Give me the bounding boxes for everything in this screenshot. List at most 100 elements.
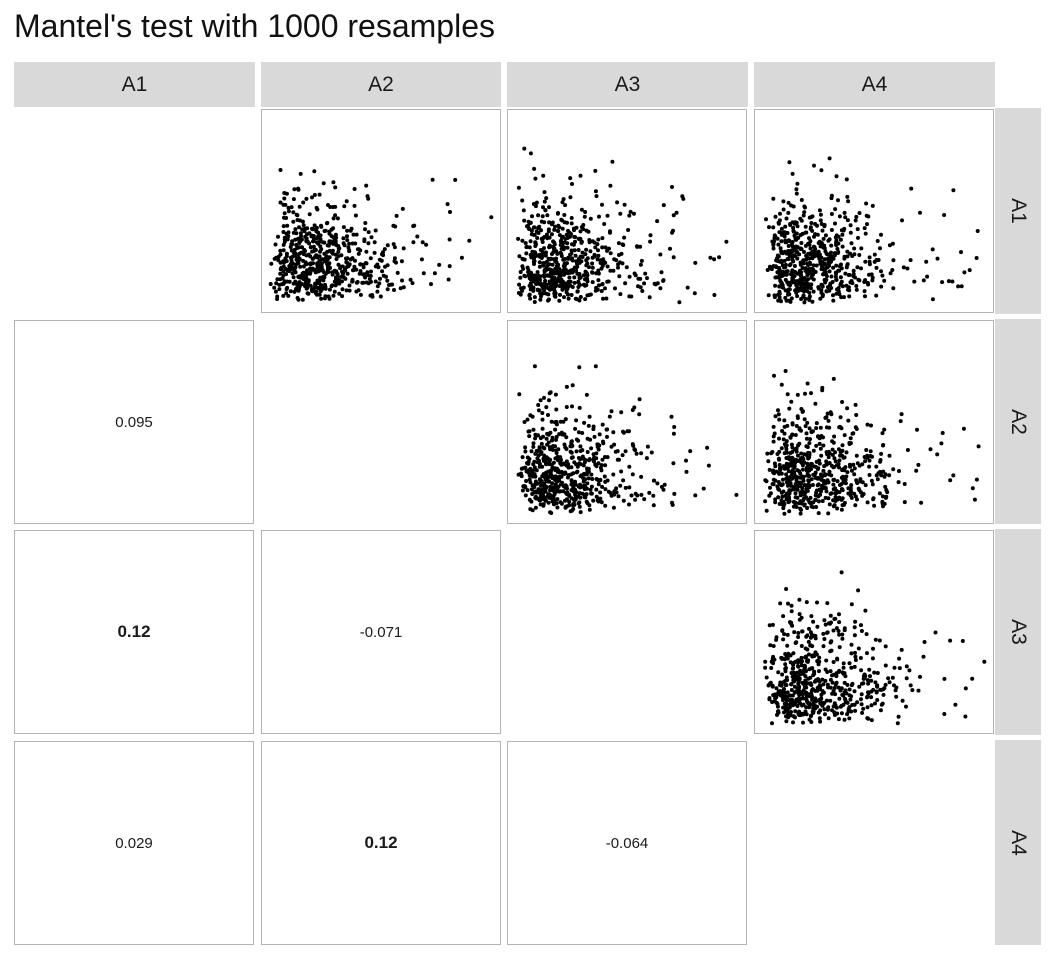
scatter-point — [551, 460, 556, 465]
scatter-point — [562, 442, 567, 447]
scatter-point — [516, 236, 521, 241]
scatter-plot — [764, 156, 980, 305]
scatter-point — [822, 257, 827, 262]
scatter-point — [353, 213, 358, 218]
scatter-point — [521, 266, 526, 271]
scatter-point — [811, 619, 816, 624]
scatter-point — [879, 451, 884, 456]
scatter-point — [327, 239, 332, 244]
scatter-point — [782, 632, 787, 637]
scatter-point — [794, 191, 799, 196]
scatter-point — [585, 450, 590, 454]
scatter-point — [905, 448, 910, 452]
scatter-point — [378, 294, 383, 299]
scatter-point — [847, 687, 852, 692]
scatter-point — [289, 205, 294, 210]
scatter-point — [799, 428, 803, 433]
scatter-point — [354, 232, 359, 237]
scatter-point — [874, 258, 879, 262]
scatter-point — [358, 292, 363, 297]
scatter-point — [774, 469, 779, 474]
scatter-point — [421, 271, 426, 276]
scatter-point — [321, 278, 326, 283]
scatter-point — [841, 702, 846, 707]
scatter-point — [276, 234, 280, 239]
scatter-point — [857, 488, 862, 493]
scatter-point — [555, 479, 560, 484]
scatter-point — [782, 687, 786, 691]
scatter-point — [838, 237, 843, 242]
scatter-point — [881, 443, 886, 447]
scatter-point — [860, 710, 865, 715]
scatter-point — [805, 381, 810, 386]
scatter-point — [799, 644, 804, 648]
scatter-point — [344, 199, 349, 204]
scatter-point — [533, 244, 538, 248]
scatter-point — [527, 434, 532, 439]
scatter-point — [805, 461, 810, 466]
scatter-point — [537, 461, 542, 466]
scatter-point — [831, 440, 836, 445]
scatter-point — [312, 268, 317, 272]
scatter-point — [282, 211, 287, 216]
scatter-point — [565, 292, 570, 297]
scatter-point — [307, 241, 312, 246]
scatter-point — [335, 274, 340, 279]
scatter-point — [340, 287, 345, 292]
scatter-point — [898, 419, 903, 424]
scatter-point — [869, 718, 874, 723]
scatter-point — [788, 620, 792, 625]
scatter-point — [852, 633, 857, 638]
scatter-point — [899, 412, 904, 417]
scatter-point — [567, 499, 572, 504]
scatter-point — [832, 456, 837, 461]
scatter-point — [839, 686, 844, 691]
scatter-point — [649, 450, 654, 455]
scatter-point — [782, 418, 787, 423]
scatter-point — [346, 245, 351, 250]
scatter-point — [890, 675, 895, 680]
scatter-point — [568, 509, 573, 514]
scatter-point — [829, 212, 834, 216]
scatter-point — [363, 275, 368, 280]
scatter-point — [577, 274, 582, 279]
scatter-point — [527, 245, 532, 250]
scatter-point — [803, 391, 807, 396]
scatter-point — [888, 271, 893, 276]
scatter-point — [532, 300, 537, 304]
scatter-point — [800, 692, 805, 697]
scatter-point — [819, 692, 824, 697]
scatter-point — [321, 285, 326, 290]
scatter-point — [446, 277, 451, 282]
scatter-point — [789, 242, 794, 247]
scatter-point — [538, 297, 543, 302]
scatter-point — [627, 213, 632, 218]
scatter-point — [337, 291, 342, 296]
scatter-point — [811, 696, 816, 701]
scatter-point — [817, 669, 821, 674]
scatter-point — [796, 635, 801, 639]
scatter-point — [817, 208, 822, 213]
scatter-point — [566, 492, 571, 497]
scatter-point — [853, 650, 857, 655]
scatter-point — [605, 213, 610, 218]
scatter-point — [659, 484, 664, 489]
scatter-point — [556, 211, 560, 215]
scatter-point — [904, 664, 909, 669]
scatter-point — [824, 489, 829, 494]
scatter-point — [603, 245, 608, 250]
column-strip-a3: A3 — [507, 62, 748, 107]
scatter-point — [780, 429, 785, 433]
scatter-point — [554, 264, 559, 268]
scatter-point — [778, 274, 783, 279]
scatter-point — [843, 477, 848, 482]
panel-corr-a3-a2: -0.071 — [261, 530, 501, 734]
scatter-point — [590, 270, 594, 275]
scatter-point — [529, 255, 534, 260]
scatter-point — [350, 256, 355, 261]
scatter-point — [870, 203, 875, 208]
scatter-point — [380, 269, 385, 274]
scatter-point — [838, 415, 843, 420]
scatter-point — [734, 492, 739, 497]
scatter-point — [882, 278, 887, 283]
